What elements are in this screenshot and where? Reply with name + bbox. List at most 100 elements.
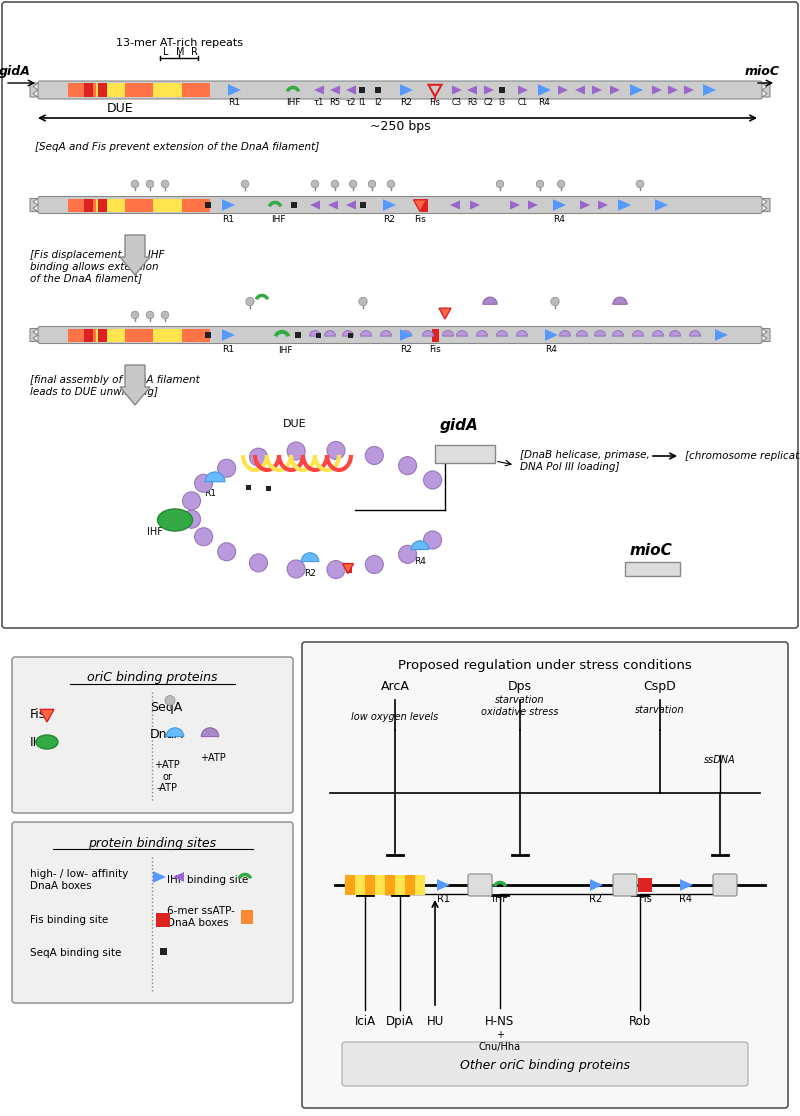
Text: IHF: IHF bbox=[492, 894, 508, 904]
Text: DnaA: DnaA bbox=[150, 729, 184, 741]
Bar bbox=[347, 333, 353, 337]
FancyBboxPatch shape bbox=[713, 874, 737, 896]
Circle shape bbox=[131, 311, 139, 319]
Text: R1: R1 bbox=[204, 489, 216, 498]
Ellipse shape bbox=[158, 509, 193, 531]
Circle shape bbox=[161, 180, 169, 187]
Polygon shape bbox=[342, 564, 354, 574]
Text: R3: R3 bbox=[467, 98, 477, 107]
Text: protein binding sites: protein binding sites bbox=[89, 837, 217, 849]
Circle shape bbox=[246, 297, 254, 306]
Text: ?: ? bbox=[722, 881, 728, 889]
Circle shape bbox=[558, 180, 565, 187]
Polygon shape bbox=[684, 86, 694, 95]
Text: R4: R4 bbox=[545, 345, 557, 354]
Bar bbox=[98, 83, 106, 97]
Text: τ2: τ2 bbox=[346, 98, 356, 107]
Text: DUE: DUE bbox=[283, 418, 307, 429]
Circle shape bbox=[368, 180, 376, 187]
Text: Dps: Dps bbox=[508, 680, 532, 693]
Polygon shape bbox=[467, 86, 477, 95]
Text: +ATP
or
-ATP: +ATP or -ATP bbox=[154, 760, 180, 793]
Text: CspD: CspD bbox=[644, 680, 676, 693]
Text: IHF binding site: IHF binding site bbox=[167, 875, 248, 885]
Wedge shape bbox=[653, 330, 663, 336]
Circle shape bbox=[146, 180, 154, 187]
Text: [chromosome replication]: [chromosome replication] bbox=[685, 451, 800, 461]
Text: Rob: Rob bbox=[629, 1014, 651, 1028]
Wedge shape bbox=[411, 541, 429, 549]
Polygon shape bbox=[120, 235, 150, 275]
Polygon shape bbox=[558, 86, 568, 95]
Text: +ATP: +ATP bbox=[200, 753, 226, 763]
Wedge shape bbox=[401, 330, 411, 336]
Circle shape bbox=[218, 542, 236, 560]
Wedge shape bbox=[422, 330, 434, 336]
Polygon shape bbox=[575, 86, 585, 95]
Wedge shape bbox=[690, 330, 701, 336]
Text: C3: C3 bbox=[452, 98, 462, 107]
FancyBboxPatch shape bbox=[2, 2, 798, 628]
Polygon shape bbox=[173, 872, 184, 882]
Wedge shape bbox=[577, 330, 587, 336]
Text: R2: R2 bbox=[590, 894, 602, 904]
Bar bbox=[83, 199, 93, 212]
Text: 13-mer AT-rich repeats: 13-mer AT-rich repeats bbox=[115, 38, 242, 48]
Polygon shape bbox=[346, 201, 356, 210]
Circle shape bbox=[250, 449, 267, 466]
Text: IHF: IHF bbox=[30, 735, 50, 749]
Text: R1: R1 bbox=[228, 98, 240, 107]
Bar bbox=[431, 328, 438, 341]
Circle shape bbox=[182, 492, 201, 510]
Wedge shape bbox=[310, 330, 321, 336]
Polygon shape bbox=[762, 83, 770, 97]
Wedge shape bbox=[238, 873, 252, 879]
FancyBboxPatch shape bbox=[12, 657, 293, 812]
Polygon shape bbox=[538, 84, 551, 96]
Text: starvation
oxidative stress: starvation oxidative stress bbox=[482, 695, 558, 716]
Bar bbox=[205, 202, 211, 208]
Circle shape bbox=[242, 180, 249, 187]
Text: I1: I1 bbox=[358, 98, 366, 107]
Text: Fis: Fis bbox=[638, 894, 651, 904]
Text: +
Cnu/Hha: + Cnu/Hha bbox=[479, 1030, 521, 1051]
Wedge shape bbox=[594, 330, 606, 336]
Wedge shape bbox=[268, 201, 282, 206]
Polygon shape bbox=[439, 308, 451, 319]
Wedge shape bbox=[483, 297, 497, 305]
Text: R5: R5 bbox=[330, 98, 341, 107]
Bar bbox=[159, 947, 166, 954]
Bar bbox=[205, 331, 211, 338]
Polygon shape bbox=[553, 199, 566, 211]
Polygon shape bbox=[762, 199, 770, 212]
Circle shape bbox=[349, 180, 357, 187]
Circle shape bbox=[131, 180, 139, 187]
Bar bbox=[68, 83, 97, 97]
Wedge shape bbox=[477, 330, 487, 336]
Circle shape bbox=[331, 180, 339, 187]
Bar bbox=[156, 913, 170, 927]
FancyBboxPatch shape bbox=[342, 1042, 748, 1086]
Bar bbox=[375, 87, 381, 93]
Circle shape bbox=[194, 528, 213, 546]
Text: R4: R4 bbox=[414, 557, 426, 566]
Bar bbox=[405, 875, 415, 895]
Text: Fis: Fis bbox=[430, 98, 441, 107]
Circle shape bbox=[366, 446, 383, 464]
Wedge shape bbox=[633, 330, 643, 336]
Polygon shape bbox=[30, 199, 38, 212]
FancyBboxPatch shape bbox=[38, 196, 762, 213]
Polygon shape bbox=[153, 872, 166, 883]
Text: I2: I2 bbox=[374, 98, 382, 107]
Text: IHF: IHF bbox=[286, 98, 300, 107]
Bar bbox=[98, 328, 106, 341]
Text: gidA: gidA bbox=[0, 65, 31, 78]
Polygon shape bbox=[452, 86, 462, 95]
Circle shape bbox=[387, 180, 395, 187]
Polygon shape bbox=[545, 329, 558, 340]
Bar bbox=[360, 202, 366, 208]
Wedge shape bbox=[670, 330, 681, 336]
Bar bbox=[638, 878, 652, 892]
Polygon shape bbox=[598, 201, 608, 210]
Text: R4: R4 bbox=[538, 98, 550, 107]
